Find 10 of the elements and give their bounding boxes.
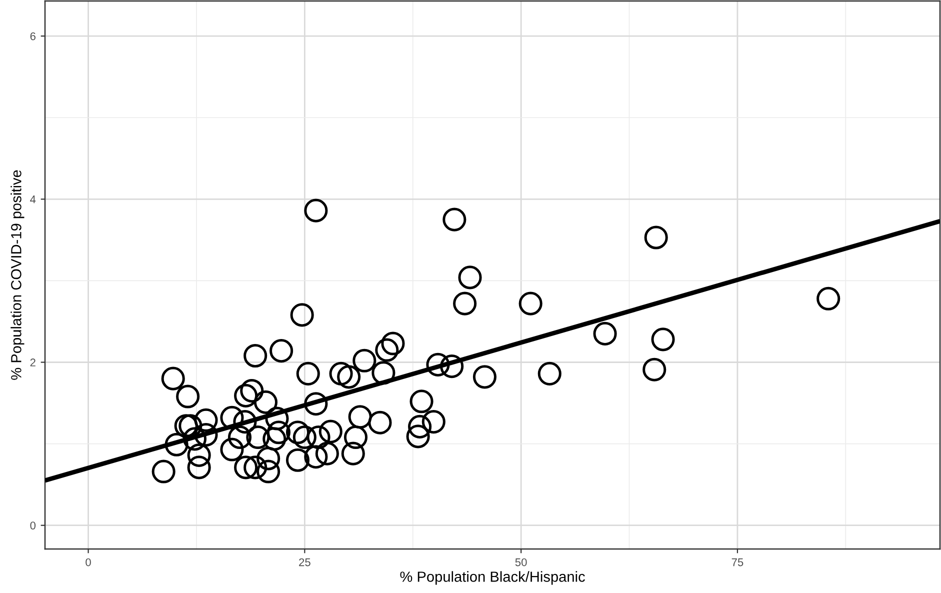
y-axis-title: % Population COVID-19 positive [10, 170, 24, 380]
y-tick-label: 2 [30, 358, 36, 366]
y-tick-label: 0 [30, 522, 36, 530]
y-tick-label: 6 [30, 32, 36, 40]
x-tick-label: 0 [86, 558, 91, 566]
y-tick-label: 4 [30, 196, 36, 204]
x-tick-label: 25 [299, 558, 310, 566]
x-axis-title: % Population Black/Hispanic [400, 571, 585, 585]
x-tick-label: 50 [515, 558, 527, 566]
x-tick-label: 75 [732, 558, 744, 566]
